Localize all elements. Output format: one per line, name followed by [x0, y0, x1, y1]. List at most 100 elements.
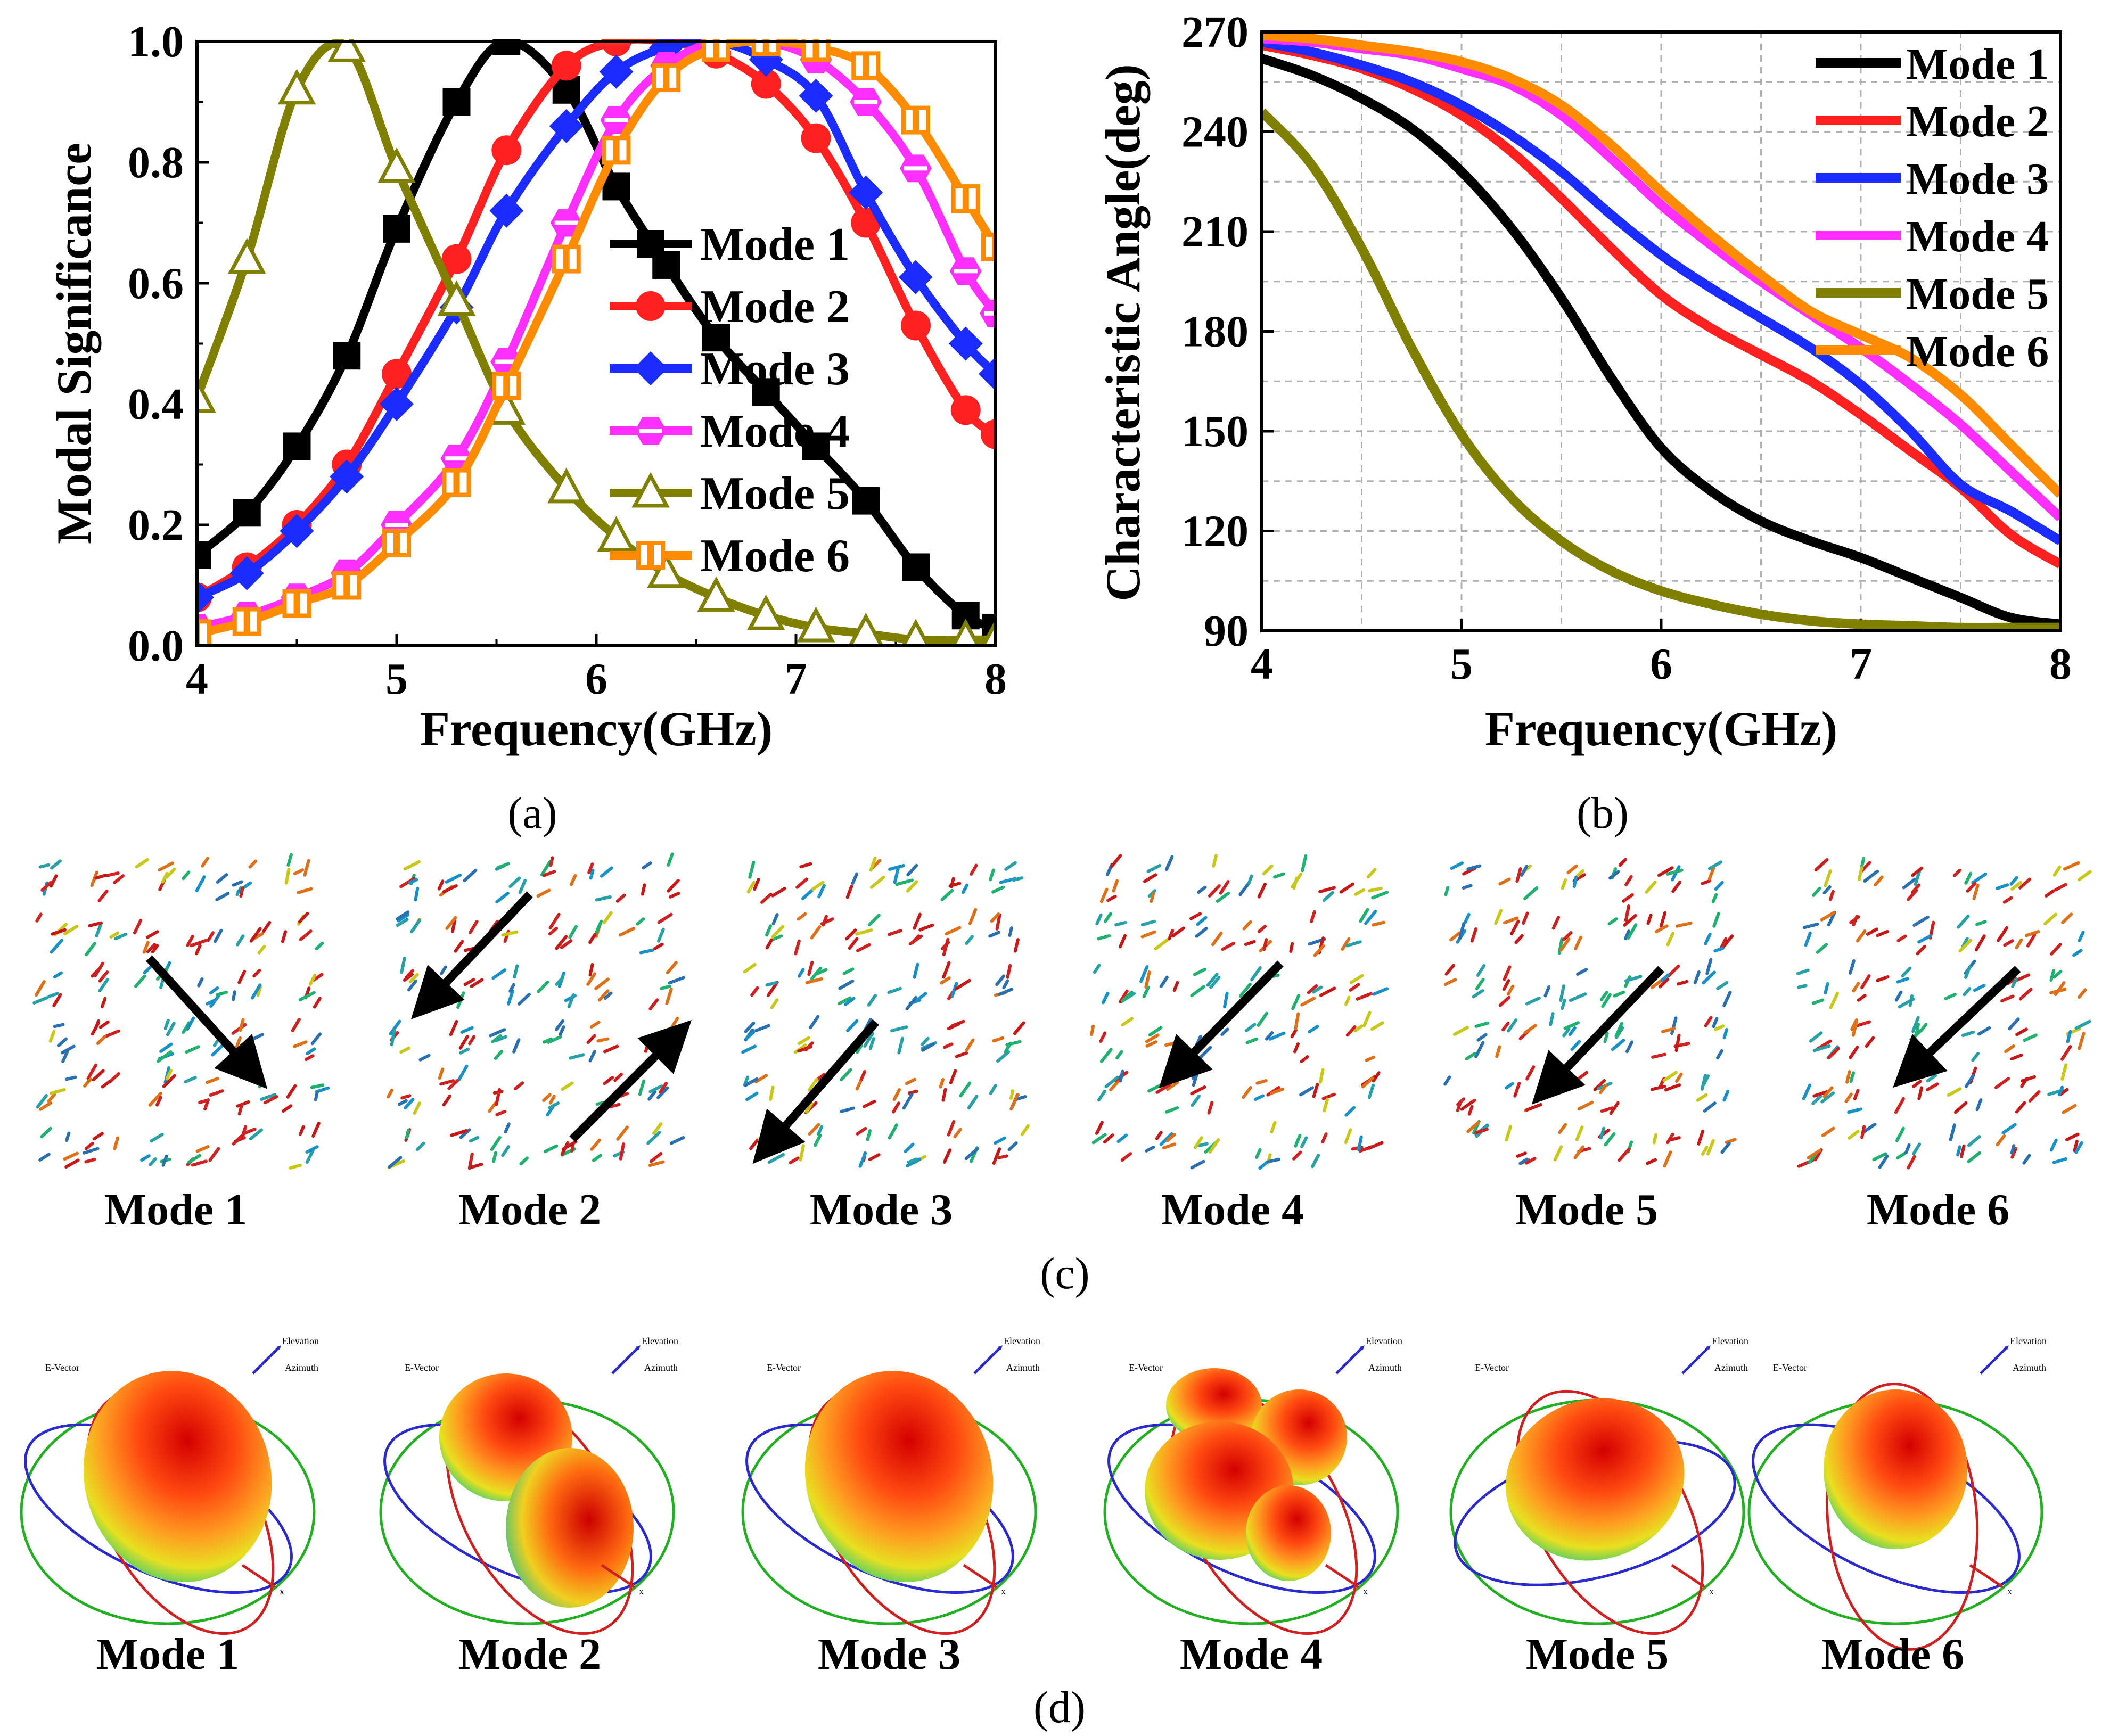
current-vector	[2008, 1017, 2020, 1031]
panel-d-labels: Mode 1 Mode 2 Mode 3 Mode 4 Mode 5 Mode …	[96, 1630, 1964, 1679]
current-vector	[805, 977, 823, 984]
current-vector	[2015, 1027, 2028, 1036]
current-vector	[1874, 875, 1884, 886]
current-vector	[2078, 931, 2085, 942]
current-vector	[767, 1153, 785, 1164]
current-vector	[1344, 1128, 1352, 1145]
current-vector	[40, 1126, 52, 1139]
current-vector	[646, 1131, 661, 1145]
current-vector	[1575, 869, 1584, 878]
current-vector	[1247, 874, 1253, 885]
current-vector	[1139, 965, 1149, 983]
chart-b-characteristic-angle: 4 5 6 7 8 90 120 150 180 210 240 270 Frequency(GHz)…	[1096, 7, 2072, 838]
current-vector	[195, 875, 206, 893]
current-vector	[211, 1044, 224, 1057]
current-vector	[908, 934, 923, 946]
current-vector	[1242, 1085, 1252, 1099]
current-vector	[1510, 919, 1520, 936]
current-vector	[1860, 857, 1866, 869]
current-vector	[1857, 994, 1867, 1002]
current-vector	[1821, 1126, 1835, 1138]
current-vector	[1820, 1091, 1835, 1104]
current-vector	[1926, 1074, 1937, 1083]
current-vector	[1995, 883, 2009, 891]
current-vector	[848, 937, 859, 950]
chart-a-line-mode-5	[197, 39, 996, 645]
current-vector	[1562, 931, 1573, 942]
axis-label-evector: E-Vector	[405, 1362, 439, 1373]
current-vector	[1568, 1026, 1577, 1036]
current-vector	[1195, 927, 1208, 938]
current-vector	[1895, 1126, 1905, 1142]
current-vector	[1722, 1027, 1729, 1040]
current-vector	[1853, 1089, 1860, 1100]
current-vector	[1812, 886, 1821, 897]
current-vector	[504, 1122, 511, 1133]
current-vector	[1091, 1133, 1107, 1145]
current-vector	[457, 1064, 469, 1081]
current-vector	[2003, 939, 2014, 947]
axis-label-elevation: Elevation	[1366, 1336, 1402, 1346]
current-vector	[1707, 866, 1715, 881]
current-vector	[758, 1132, 769, 1141]
current-vector	[602, 911, 613, 925]
current-vector	[242, 1128, 257, 1136]
current-vector	[399, 877, 416, 888]
current-vector	[1367, 1141, 1384, 1150]
current-vector	[1505, 1082, 1514, 1090]
current-vector	[1908, 994, 1914, 1007]
current-vector	[1967, 1135, 1981, 1147]
current-direction-arrow	[569, 1020, 692, 1142]
current-vector	[1219, 880, 1230, 895]
current-vector	[284, 867, 291, 885]
current-vector	[639, 948, 654, 955]
current-vector	[771, 913, 779, 926]
current-vector	[297, 887, 313, 894]
chart-a-point-mode-5	[327, 39, 366, 62]
current-direction-arrow	[1159, 960, 1284, 1089]
chart-a-point-mode-1	[197, 541, 211, 569]
current-vector	[1566, 864, 1578, 875]
current-vector	[1339, 882, 1355, 894]
current-vector	[60, 1044, 76, 1055]
current-vector	[543, 1144, 559, 1154]
chart-a-point-mode-1	[283, 432, 311, 460]
current-vector	[165, 1068, 173, 1080]
current-vector	[1675, 922, 1693, 928]
current-vector	[470, 978, 484, 988]
current-vector	[1575, 1125, 1584, 1141]
current-vector	[1354, 888, 1366, 896]
current-vector	[1623, 929, 1631, 941]
current-vector	[1573, 1145, 1585, 1159]
current-vector	[145, 930, 159, 939]
current-vector	[1312, 1083, 1319, 1098]
current-vector	[1364, 909, 1377, 925]
current-vector	[586, 972, 597, 986]
current-vector	[1977, 1026, 1991, 1036]
current-vector	[1974, 934, 1986, 952]
current-vector	[2060, 1063, 2068, 1081]
current-vector	[1916, 944, 1926, 956]
current-vector	[166, 1021, 176, 1036]
current-vector	[1366, 868, 1377, 879]
current-vector	[1145, 1145, 1155, 1153]
current-vector	[1470, 927, 1478, 943]
current-vector	[863, 1100, 876, 1108]
current-vector	[2078, 870, 2092, 882]
current-vector	[760, 892, 773, 904]
current-vector	[1613, 990, 1625, 998]
panel-d-label-mode-2: Mode 2	[458, 1630, 601, 1679]
current-vector	[1711, 893, 1718, 903]
current-vector	[997, 1154, 1008, 1159]
current-vector	[1206, 973, 1219, 987]
axis-label-azimuth: Azimuth	[644, 1362, 678, 1373]
panel-d-label-mode-1: Mode 1	[96, 1630, 239, 1679]
axis-arrow-x	[1325, 1564, 1360, 1588]
current-vector	[1245, 1037, 1259, 1044]
current-vector	[501, 1145, 510, 1157]
panel-c-label-mode-2: Mode 2	[458, 1185, 601, 1235]
current-vector	[953, 1128, 963, 1138]
current-vector	[1258, 1160, 1269, 1170]
current-vector	[765, 981, 778, 987]
current-vector	[991, 885, 1005, 894]
